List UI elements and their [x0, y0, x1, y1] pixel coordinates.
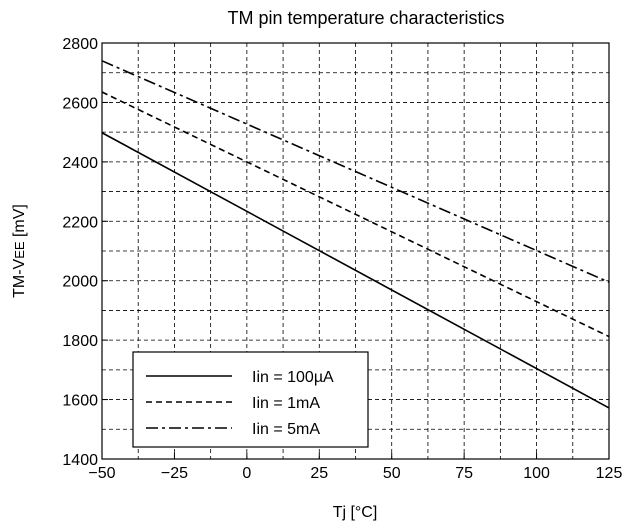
- y-tick-label: 1600: [62, 393, 98, 410]
- series-line: [101, 132, 610, 409]
- y-tick-label: 2400: [62, 155, 98, 172]
- y-tick-label: 2800: [62, 36, 98, 53]
- legend-label: Iin = 100µA: [252, 369, 334, 386]
- legend-box: [132, 351, 369, 448]
- x-axis-label: Tj [°C]: [333, 504, 378, 521]
- y-tick-label: 1400: [62, 452, 98, 469]
- series-line: [101, 60, 610, 283]
- legend-label: Iin = 5mA: [252, 421, 320, 438]
- x-axis: −50 −25 0 25 50 75 100 125: [88, 453, 622, 482]
- legend: Iin = 100µA Iin = 1mA Iin = 5mA: [132, 351, 369, 448]
- x-tick-label: −50: [88, 465, 115, 482]
- x-tick-label: −25: [161, 465, 188, 482]
- x-tick-label: 0: [242, 465, 251, 482]
- plot-frame: [101, 42, 610, 460]
- x-tick-label: 100: [523, 465, 550, 482]
- x-tick-label: 25: [310, 465, 328, 482]
- y-tick-label: 2600: [62, 95, 98, 112]
- x-tick-label: 50: [383, 465, 401, 482]
- y-tick-label: 2000: [62, 274, 98, 291]
- x-tick-label: 125: [596, 465, 623, 482]
- y-tick-label: 1800: [62, 333, 98, 350]
- y-tick-label: 2200: [62, 214, 98, 231]
- series-group: [101, 60, 610, 409]
- chart-title: TM pin temperature characteristics: [227, 8, 504, 28]
- y-axis: 1400 1600 1800 2000 2200 2400 2600 2800: [62, 36, 108, 469]
- legend-label: Iin = 1mA: [252, 395, 320, 412]
- x-tick-label: 75: [455, 465, 473, 482]
- series-line: [101, 91, 610, 338]
- y-axis-label: TM-VEE [mV]: [11, 204, 28, 298]
